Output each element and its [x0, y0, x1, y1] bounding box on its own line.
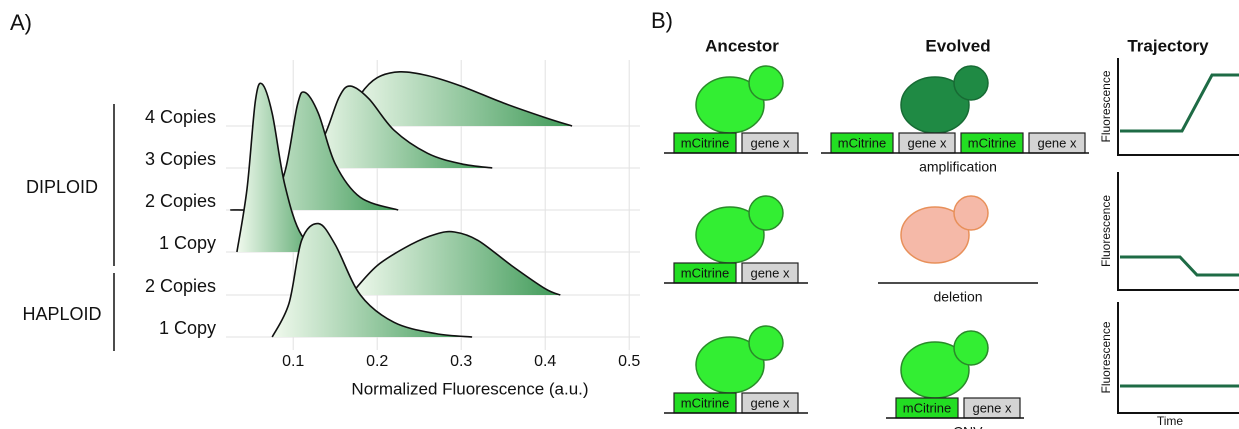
yeast-bud	[748, 195, 784, 231]
x-tick-label: 0.1	[282, 353, 304, 370]
row-label: 4 Copies	[145, 107, 216, 127]
trajectory-axes	[1117, 302, 1239, 414]
event-caption: deletion	[933, 289, 982, 305]
panel-label: B)	[651, 8, 673, 33]
gene-label: gene x	[750, 265, 790, 280]
ridge-line	[349, 230, 561, 296]
trajectory-line	[1120, 73, 1239, 133]
yeast-bud	[953, 330, 989, 366]
x-axis-title: Normalized Fluorescence (a.u.)	[351, 379, 588, 398]
row-label: 2 Copies	[145, 276, 216, 296]
yeast-bud	[953, 195, 989, 231]
ridge-area	[236, 83, 327, 252]
x-tick-label: 0.4	[534, 353, 556, 370]
y-axis-title: Fluorescence	[1099, 70, 1113, 142]
gene-label: mCitrine	[968, 135, 1016, 150]
ridge-area	[310, 86, 493, 168]
gene-label: gene x	[750, 135, 790, 150]
gene-label: gene x	[907, 135, 947, 150]
group-label: DIPLOID	[26, 177, 98, 197]
row-label: 3 Copies	[145, 149, 216, 169]
gene-label: mCitrine	[903, 400, 951, 415]
yeast-bud	[953, 65, 989, 101]
trajectory-axes	[1117, 58, 1239, 156]
gene-label: mCitrine	[681, 395, 729, 410]
ridge-line	[271, 222, 473, 338]
column-header: Ancestor	[705, 36, 779, 55]
x-axis-title: Time	[1157, 414, 1184, 428]
gene-label: mCitrine	[838, 135, 886, 150]
panel-label: A)	[10, 10, 32, 35]
gene-label: gene x	[972, 400, 1012, 415]
gene-label: gene x	[1037, 135, 1077, 150]
ridge-area	[230, 91, 399, 211]
schematic: mCitrine gene x mCitrine gene x mCitrine gene…	[664, 58, 1239, 429]
x-tick-label: 0.2	[366, 353, 388, 370]
ridge-line	[236, 82, 328, 253]
event-caption: amplification	[919, 159, 997, 175]
trajectory-axes	[1117, 172, 1239, 291]
row-label: 1 Copy	[159, 233, 216, 253]
column-header: Trajectory	[1127, 36, 1209, 55]
ridgeline-plot: 0.1 0.2 0.3 0.4 0.5 4 Copies 3 Copies 2 Copies 1…	[22, 60, 640, 370]
ridge-line	[309, 85, 493, 169]
row-label: 2 Copies	[145, 191, 216, 211]
gene-label: mCitrine	[681, 265, 729, 280]
yeast-cell	[900, 206, 970, 264]
x-tick-label: 0.3	[450, 353, 472, 370]
ridge-area	[272, 223, 473, 337]
group-label: HAPLOID	[22, 304, 101, 324]
y-axis-title: Fluorescence	[1099, 321, 1113, 393]
x-tick-label: 0.5	[618, 353, 640, 370]
y-axis-title: Fluorescence	[1099, 195, 1113, 267]
yeast-bud	[748, 65, 784, 101]
ridge-line	[342, 70, 573, 127]
gene-label: mCitrine	[681, 135, 729, 150]
ridge-area	[350, 231, 561, 295]
trajectory-line	[1120, 255, 1239, 277]
ridge-area	[343, 71, 573, 126]
event-caption: no CNV	[933, 424, 983, 429]
gene-label: gene x	[750, 395, 790, 410]
yeast-bud	[748, 325, 784, 361]
row-label: 1 Copy	[159, 318, 216, 338]
column-header: Evolved	[925, 36, 990, 55]
